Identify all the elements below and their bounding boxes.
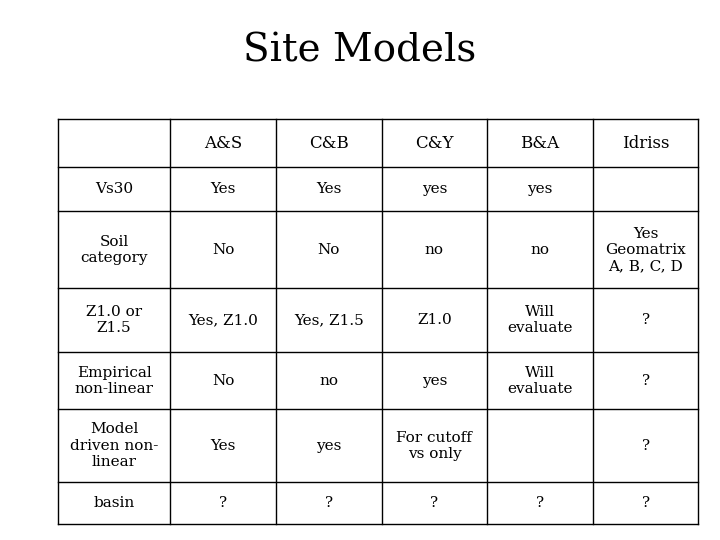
Text: Z1.0 or
Z1.5: Z1.0 or Z1.5 [86,305,142,335]
Text: Vs30: Vs30 [95,182,133,196]
Text: Yes, Z1.0: Yes, Z1.0 [189,313,258,327]
Text: Yes: Yes [210,438,236,453]
Text: yes: yes [527,182,553,196]
Text: Will
evaluate: Will evaluate [508,366,573,396]
Text: B&A: B&A [521,134,559,152]
Text: yes: yes [316,438,341,453]
Text: Will
evaluate: Will evaluate [508,305,573,335]
Text: Model
driven non-
linear: Model driven non- linear [70,422,158,469]
Text: ?: ? [536,496,544,510]
Text: ?: ? [431,496,438,510]
Text: Empirical
non-linear: Empirical non-linear [75,366,153,396]
Text: C&B: C&B [309,134,348,152]
Text: ?: ? [325,496,333,510]
Text: No: No [212,374,235,388]
Text: no: no [320,374,338,388]
Text: no: no [425,243,444,256]
Text: Z1.0: Z1.0 [417,313,452,327]
Text: Yes
Geomatrix
A, B, C, D: Yes Geomatrix A, B, C, D [606,227,686,273]
Text: Yes, Z1.5: Yes, Z1.5 [294,313,364,327]
Text: For cutoff
vs only: For cutoff vs only [397,430,472,461]
Text: A&S: A&S [204,134,243,152]
Text: yes: yes [422,182,447,196]
Text: ?: ? [642,496,649,510]
Text: Yes: Yes [210,182,236,196]
Text: Yes: Yes [316,182,341,196]
Text: ?: ? [642,374,649,388]
Text: No: No [318,243,340,256]
Text: ?: ? [642,438,649,453]
Text: Idriss: Idriss [622,134,670,152]
Text: C&Y: C&Y [415,134,454,152]
Text: No: No [212,243,235,256]
Text: Soil
category: Soil category [81,235,148,265]
Text: no: no [531,243,549,256]
Text: Site Models: Site Models [243,32,477,70]
Text: ?: ? [642,313,649,327]
Text: ?: ? [219,496,228,510]
Text: basin: basin [94,496,135,510]
Text: yes: yes [422,374,447,388]
